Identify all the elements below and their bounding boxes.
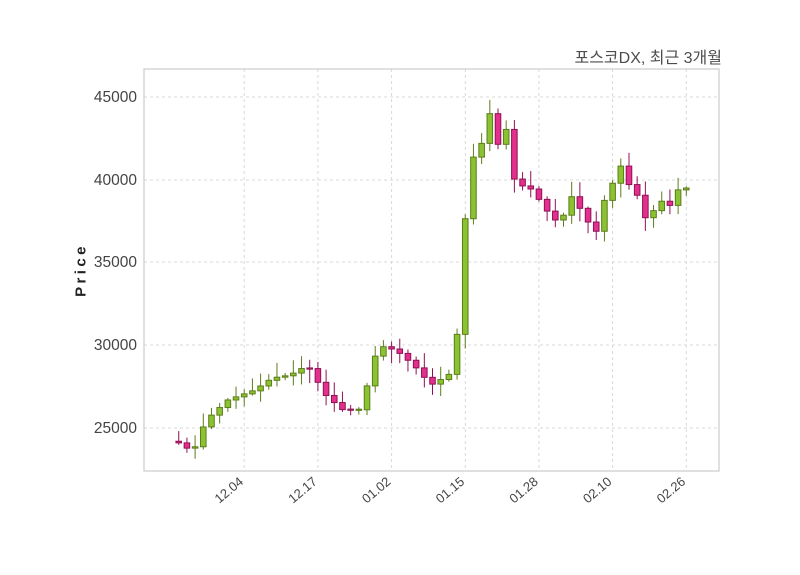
svg-text:01.28: 01.28 — [506, 474, 541, 506]
svg-text:45000: 45000 — [94, 89, 137, 106]
svg-text:40000: 40000 — [94, 172, 137, 189]
svg-text:30000: 30000 — [94, 337, 137, 354]
svg-text:12.17: 12.17 — [285, 474, 320, 506]
svg-text:01.15: 01.15 — [433, 474, 468, 506]
svg-text:01.02: 01.02 — [359, 474, 394, 506]
svg-text:35000: 35000 — [94, 254, 137, 271]
svg-text:25000: 25000 — [94, 420, 137, 437]
svg-text:12.04: 12.04 — [212, 474, 247, 506]
svg-text:02.10: 02.10 — [580, 474, 615, 506]
svg-text:02.26: 02.26 — [654, 474, 689, 506]
